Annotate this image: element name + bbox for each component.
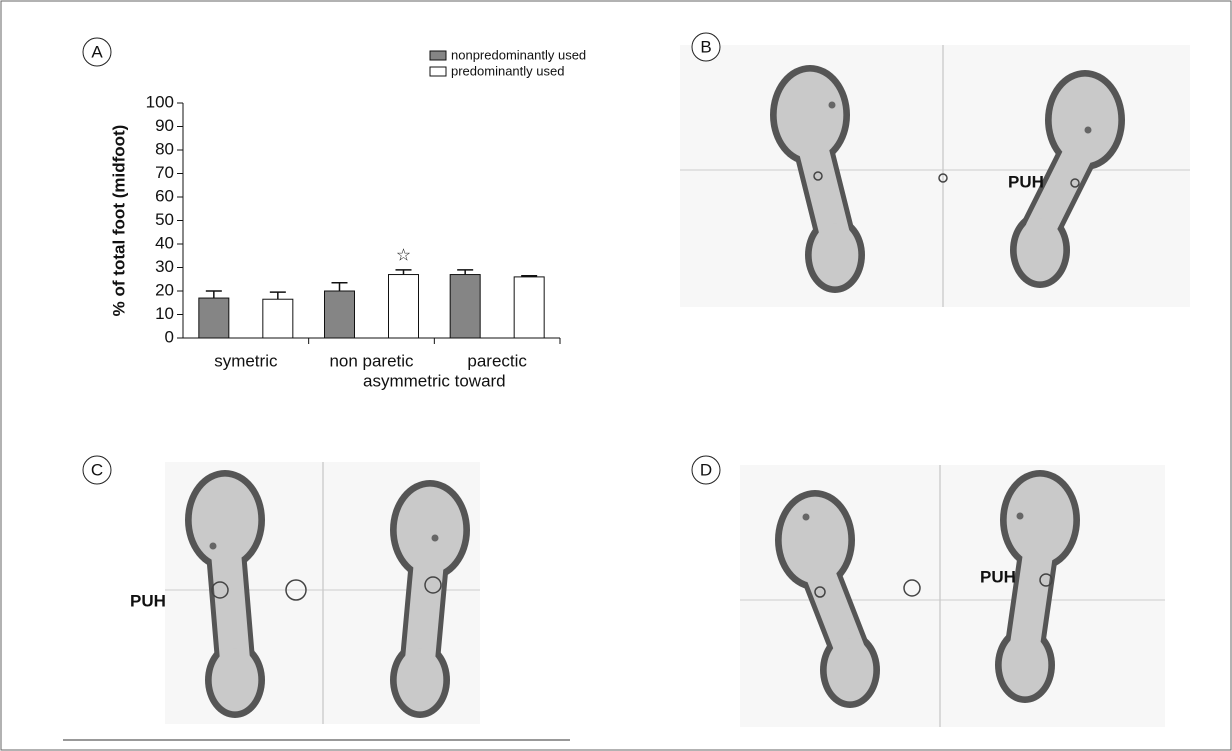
- panel-label: A: [91, 42, 103, 61]
- x-tick-label: symetric: [214, 351, 278, 370]
- pressure-center: [803, 514, 810, 521]
- foot-fore: [782, 497, 849, 584]
- y-tick-label: 0: [165, 327, 174, 346]
- panel-label: D: [700, 460, 712, 479]
- x-axis-title: asymmetric toward: [363, 371, 506, 390]
- image-bg: [680, 45, 1190, 307]
- foot-fore: [1007, 477, 1074, 564]
- y-tick-label: 30: [155, 257, 174, 276]
- legend-swatch: [430, 67, 446, 76]
- puh-label: PUH: [130, 591, 166, 610]
- legend-label: predominantly used: [451, 63, 564, 78]
- foot-fore: [777, 72, 844, 159]
- y-tick-label: 100: [146, 92, 174, 111]
- y-axis-title: % of total foot (midfoot): [109, 125, 128, 317]
- foot-fore: [397, 487, 464, 574]
- y-tick-label: 60: [155, 186, 174, 205]
- pressure-center: [1017, 513, 1024, 520]
- y-tick-label: 80: [155, 139, 174, 158]
- y-tick-label: 20: [155, 280, 174, 299]
- y-tick-label: 40: [155, 233, 174, 252]
- pressure-center: [432, 535, 439, 542]
- bar: [199, 298, 229, 338]
- legend-label: nonpredominantly used: [451, 47, 586, 62]
- bar: [389, 275, 419, 338]
- puh-label: PUH: [980, 567, 1016, 586]
- pressure-center: [210, 543, 217, 550]
- y-tick-label: 10: [155, 304, 174, 323]
- bar: [514, 277, 544, 338]
- foot-heel: [397, 649, 444, 712]
- bar: [263, 299, 293, 338]
- x-tick-label: parectic: [467, 351, 527, 370]
- bar: [325, 291, 355, 338]
- significance-marker: ☆: [396, 245, 411, 264]
- legend-swatch: [430, 51, 446, 60]
- panel-label: C: [91, 460, 103, 479]
- y-tick-label: 70: [155, 163, 174, 182]
- foot-heel: [1002, 634, 1049, 697]
- pressure-center: [1085, 127, 1092, 134]
- figure: PUH PUH PUH A B C D 0 10 20 30 40 50 60 70 80 90 100 % of …: [0, 0, 1232, 751]
- x-tick-label: non paretic: [329, 351, 414, 370]
- y-tick-label: 50: [155, 210, 174, 229]
- pressure-center: [829, 102, 836, 109]
- foot-fore: [1052, 77, 1119, 164]
- foot-heel: [1017, 219, 1064, 282]
- foot-fore: [192, 477, 259, 564]
- panel-label: B: [700, 37, 711, 56]
- bar: [450, 275, 480, 338]
- puh-label: PUH: [1008, 172, 1044, 191]
- foot-heel: [827, 639, 874, 702]
- y-tick-label: 90: [155, 116, 174, 135]
- foot-heel: [212, 649, 259, 712]
- foot-heel: [812, 224, 859, 287]
